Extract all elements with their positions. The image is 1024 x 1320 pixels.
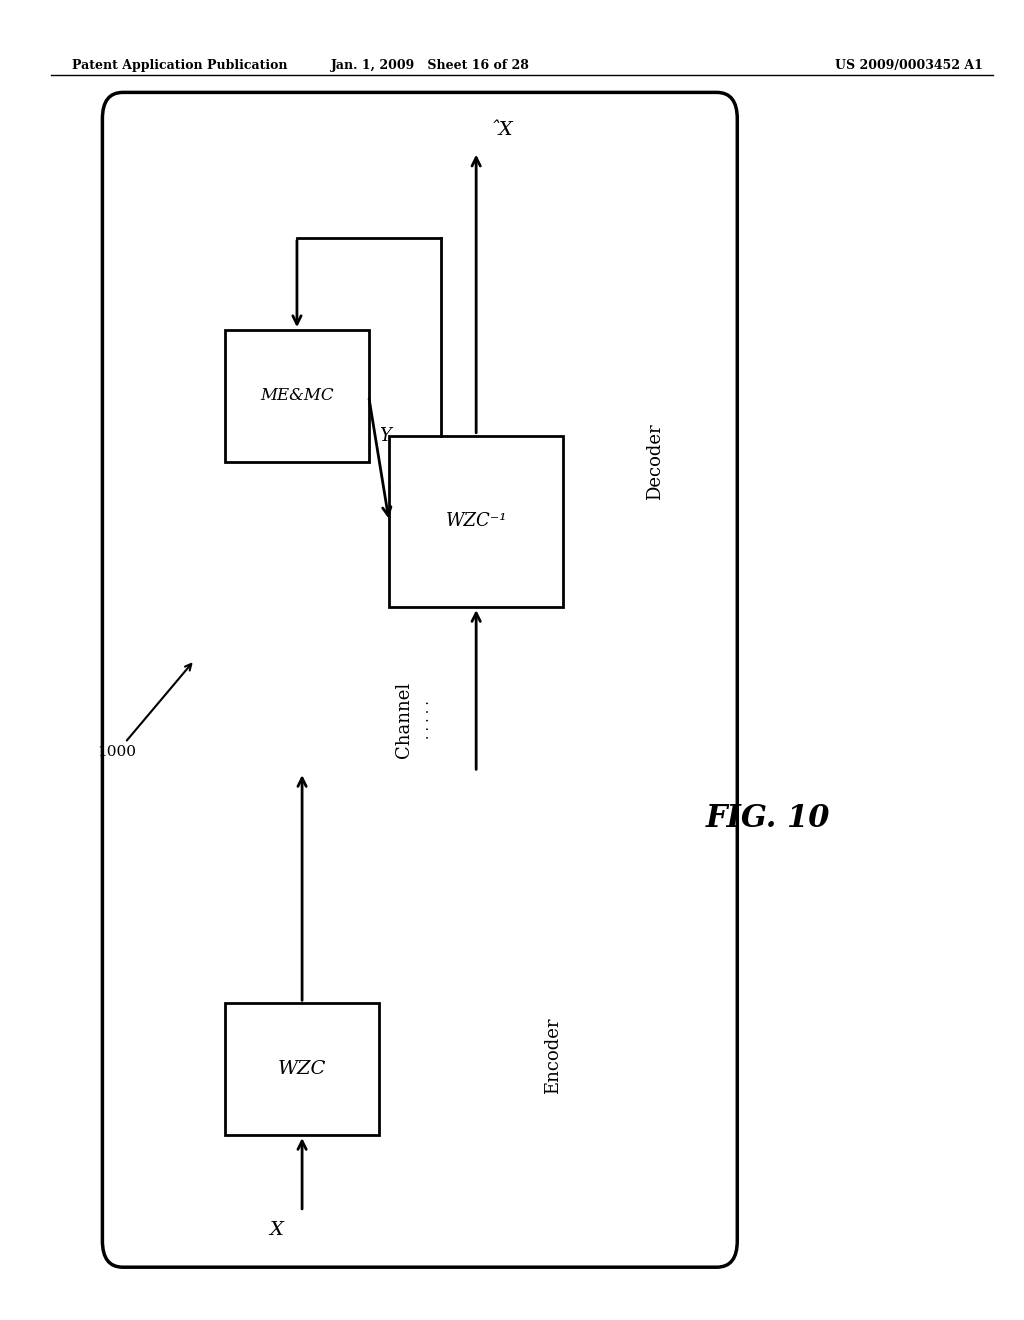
FancyBboxPatch shape (225, 330, 369, 462)
Text: 1000: 1000 (97, 664, 191, 759)
Text: ˆX: ˆX (489, 120, 514, 139)
Text: Decoder: Decoder (646, 424, 665, 500)
Text: ME&MC: ME&MC (260, 388, 334, 404)
Text: Jan. 1, 2009   Sheet 16 of 28: Jan. 1, 2009 Sheet 16 of 28 (331, 59, 529, 73)
Text: Y: Y (379, 426, 391, 445)
Text: WZC⁻¹: WZC⁻¹ (445, 512, 507, 531)
Text: US 2009/0003452 A1: US 2009/0003452 A1 (836, 59, 983, 73)
FancyBboxPatch shape (225, 1003, 379, 1135)
Text: FIG. 10: FIG. 10 (706, 803, 830, 834)
Text: Encoder: Encoder (544, 1018, 562, 1094)
FancyBboxPatch shape (102, 92, 737, 1267)
Text: X: X (269, 1221, 284, 1239)
FancyBboxPatch shape (389, 436, 563, 607)
Text: . . . . .: . . . . . (418, 700, 432, 739)
Text: Patent Application Publication: Patent Application Publication (72, 59, 287, 73)
Text: WZC: WZC (278, 1060, 327, 1078)
Text: Channel: Channel (395, 681, 414, 758)
